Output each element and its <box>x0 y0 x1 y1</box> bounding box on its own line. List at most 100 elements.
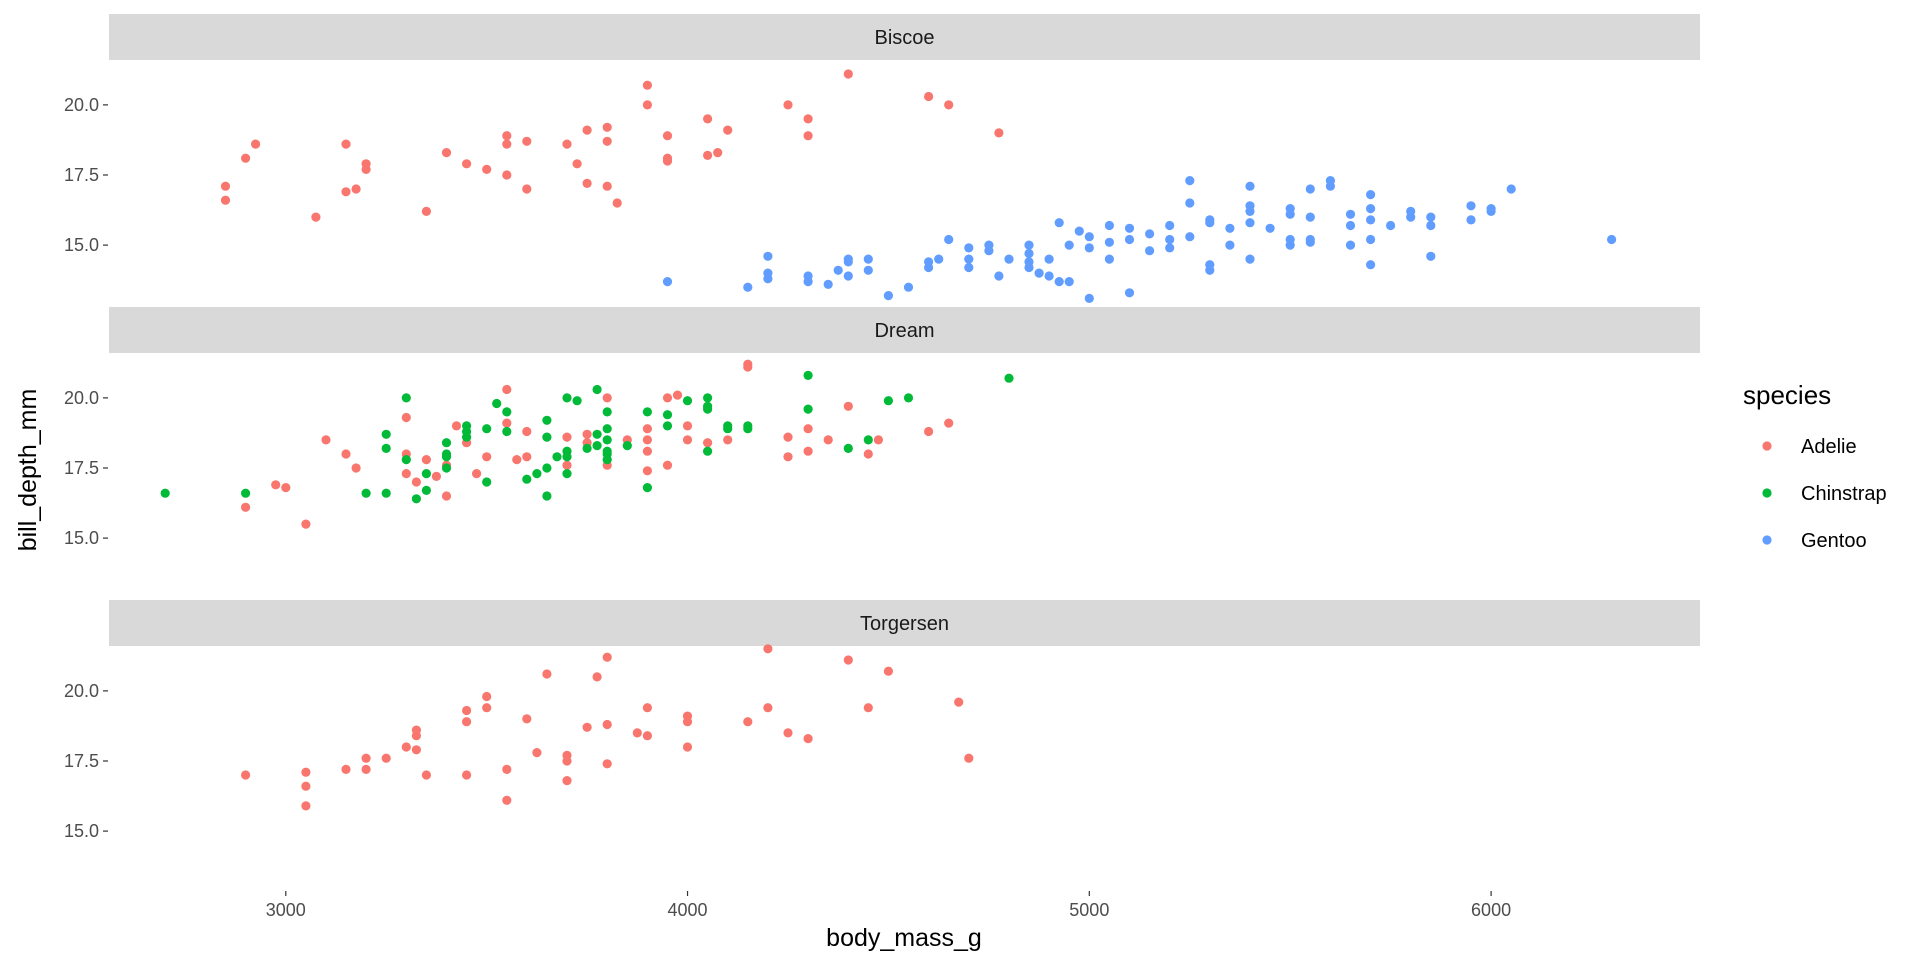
data-point-gentoo <box>1024 240 1034 250</box>
data-point-gentoo <box>843 271 853 281</box>
data-point-gentoo <box>1074 226 1084 236</box>
legend: species Adelie Chinstrap Gentoo <box>1743 380 1887 552</box>
data-point-adelie <box>301 781 311 791</box>
data-point-gentoo <box>1205 260 1215 270</box>
data-point-adelie <box>401 469 411 479</box>
data-point-gentoo <box>1205 218 1215 228</box>
data-point-gentoo <box>1225 240 1235 250</box>
data-point-gentoo <box>763 251 773 261</box>
data-point-adelie <box>411 745 421 755</box>
data-point-chinstrap <box>502 426 512 437</box>
data-point-chinstrap <box>421 485 431 495</box>
data-point-adelie <box>241 502 251 512</box>
data-point-gentoo <box>763 268 773 278</box>
data-point-adelie <box>431 471 441 481</box>
data-point-gentoo <box>1325 181 1335 191</box>
data-point-chinstrap <box>662 421 673 431</box>
data-point-adelie <box>713 148 723 158</box>
data-point-gentoo <box>1305 212 1315 222</box>
data-point-gentoo <box>1084 232 1094 242</box>
data-point-adelie <box>873 435 884 445</box>
x-tick-label: 6000 <box>1471 900 1511 920</box>
data-point-chinstrap <box>562 469 572 479</box>
y-tick-label: 20.0 <box>64 681 99 701</box>
x-tick-label: 3000 <box>266 900 306 920</box>
data-point-gentoo <box>1084 243 1094 253</box>
data-point-adelie <box>682 742 693 752</box>
data-point-adelie <box>763 703 773 713</box>
data-point-adelie <box>421 770 431 780</box>
y-tick-label: 15.0 <box>64 821 99 841</box>
data-point-chinstrap <box>361 488 371 498</box>
data-point-adelie <box>803 114 813 124</box>
data-point-adelie <box>381 753 391 763</box>
data-point-chinstrap <box>502 407 512 417</box>
data-point-adelie <box>502 418 512 428</box>
data-point-adelie <box>462 770 472 780</box>
y-tick-label: 20.0 <box>64 95 99 115</box>
data-point-chinstrap <box>703 393 713 403</box>
data-point-adelie <box>411 731 421 741</box>
data-point-gentoo <box>1145 246 1155 256</box>
data-point-adelie <box>803 446 813 456</box>
data-point-chinstrap <box>903 393 914 403</box>
data-point-adelie <box>682 435 693 445</box>
data-point-chinstrap <box>441 449 452 459</box>
data-point-gentoo <box>1034 268 1044 278</box>
data-point-chinstrap <box>662 410 673 420</box>
data-point-chinstrap <box>602 407 612 417</box>
data-point-adelie <box>572 159 582 169</box>
data-point-adelie <box>632 728 642 738</box>
data-point-adelie <box>924 426 934 437</box>
data-point-adelie <box>944 418 954 428</box>
data-point-adelie <box>482 703 492 713</box>
facet-panel-biscoe: Biscoe 15.0 17.5 20.0 <box>64 14 1700 303</box>
data-point-chinstrap <box>421 469 431 479</box>
data-point-adelie <box>803 424 813 434</box>
data-point-adelie <box>662 460 673 470</box>
data-point-adelie <box>482 691 492 702</box>
data-point-adelie <box>502 764 512 775</box>
legend-key-chinstrap <box>1762 488 1772 498</box>
facet-strip <box>109 600 1700 646</box>
data-point-adelie <box>542 669 552 679</box>
data-point-chinstrap <box>803 404 813 414</box>
data-point-adelie <box>944 100 954 110</box>
data-point-gentoo <box>1004 254 1014 264</box>
data-point-gentoo <box>1185 176 1195 186</box>
data-point-adelie <box>843 69 853 79</box>
data-point-chinstrap <box>743 421 753 431</box>
y-tick-label: 17.5 <box>64 165 99 185</box>
legend-key-gentoo <box>1762 535 1772 545</box>
data-point-adelie <box>341 764 351 775</box>
data-point-adelie <box>602 719 612 730</box>
data-point-gentoo <box>1366 234 1376 245</box>
data-point-chinstrap <box>401 455 411 465</box>
data-point-chinstrap <box>482 424 492 434</box>
data-point-adelie <box>351 463 361 473</box>
data-point-chinstrap <box>572 396 582 406</box>
data-point-adelie <box>341 139 351 149</box>
facet-panel-torgersen: Torgersen 15.0 17.5 20.0 <box>64 600 1700 841</box>
data-point-chinstrap <box>522 474 532 484</box>
data-point-chinstrap <box>542 432 552 442</box>
data-point-adelie <box>361 159 371 169</box>
data-point-gentoo <box>1426 212 1436 222</box>
data-point-adelie <box>361 764 371 775</box>
data-point-chinstrap <box>703 446 713 456</box>
data-point-adelie <box>562 460 572 470</box>
data-point-chinstrap <box>241 488 251 498</box>
data-point-adelie <box>241 153 251 163</box>
data-point-gentoo <box>1024 262 1034 273</box>
data-point-adelie <box>954 697 964 707</box>
data-point-adelie <box>964 753 974 763</box>
legend-label-chinstrap: Chinstrap <box>1801 483 1887 505</box>
data-point-adelie <box>241 770 251 780</box>
data-point-adelie <box>522 184 532 194</box>
data-point-gentoo <box>1466 215 1476 225</box>
data-point-adelie <box>743 717 753 727</box>
data-point-adelie <box>502 139 512 149</box>
data-point-adelie <box>502 131 512 141</box>
data-point-adelie <box>642 435 653 445</box>
data-point-adelie <box>602 136 612 146</box>
